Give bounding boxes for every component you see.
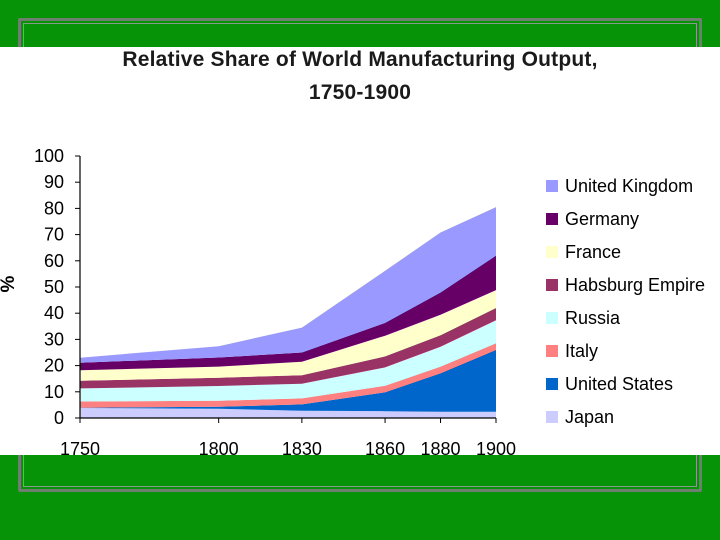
legend-swatch-russia xyxy=(546,312,558,324)
legend-swatch-germany xyxy=(546,213,558,225)
area-series-russia xyxy=(80,320,496,402)
y-tick-label: 60 xyxy=(44,251,64,271)
y-tick-label: 0 xyxy=(54,408,64,428)
area-series-japan xyxy=(80,408,496,418)
legend-label-france: France xyxy=(565,242,621,262)
x-tick-label: 1860 xyxy=(365,439,405,459)
x-tick-label: 1900 xyxy=(476,439,516,459)
area-series-habsburg-empire xyxy=(80,308,496,389)
x-tick-label: 1830 xyxy=(282,439,322,459)
area-series-france xyxy=(80,290,496,381)
x-tick-label: 1800 xyxy=(199,439,239,459)
legend-label-russia: Russia xyxy=(565,308,621,328)
legend-swatch-united-kingdom xyxy=(546,180,558,192)
area-series-group xyxy=(80,207,496,418)
y-tick-label: 70 xyxy=(44,225,64,245)
y-tick-label: 100 xyxy=(34,146,64,166)
area-series-germany xyxy=(80,255,496,371)
x-tick-label: 1750 xyxy=(60,439,100,459)
legend-label-united-states: United States xyxy=(565,374,673,394)
y-tick-label: 80 xyxy=(44,198,64,218)
legend-label-japan: Japan xyxy=(565,407,614,427)
area-series-united-kingdom xyxy=(80,207,496,363)
y-axis-label: % xyxy=(0,275,19,292)
y-tick-label: 20 xyxy=(44,356,64,376)
legend-label-italy: Italy xyxy=(565,341,598,361)
y-tick-label: 40 xyxy=(44,303,64,323)
axes-group: 0 10 20 30 40 50 60 70 80 90 100 1750 1800 1830 1860 18… xyxy=(0,146,516,459)
legend-swatch-united-states xyxy=(546,378,558,390)
legend-label-united-kingdom: United Kingdom xyxy=(565,176,693,196)
y-tick-label: 10 xyxy=(44,382,64,402)
area-series-italy xyxy=(80,343,496,408)
area-series-united-states xyxy=(80,349,496,412)
legend: United Kingdom Germany France Habsburg Empi… xyxy=(546,176,705,427)
legend-swatch-japan xyxy=(546,411,558,423)
legend-swatch-france xyxy=(546,246,558,258)
legend-label-habsburg-empire: Habsburg Empire xyxy=(565,275,705,295)
chart-title: Relative Share of World Manufacturing Ou… xyxy=(0,43,720,109)
chart-title-line-1: Relative Share of World Manufacturing Ou… xyxy=(122,48,598,71)
legend-label-germany: Germany xyxy=(565,209,639,229)
y-tick-label: 50 xyxy=(44,277,64,297)
chart-title-line-2: 1750-1900 xyxy=(308,81,412,104)
legend-swatch-italy xyxy=(546,345,558,357)
y-tick-label: 90 xyxy=(44,172,64,192)
y-tick-label: 30 xyxy=(44,329,64,349)
x-tick-label: 1880 xyxy=(421,439,461,459)
legend-swatch-habsburg-empire xyxy=(546,279,558,291)
